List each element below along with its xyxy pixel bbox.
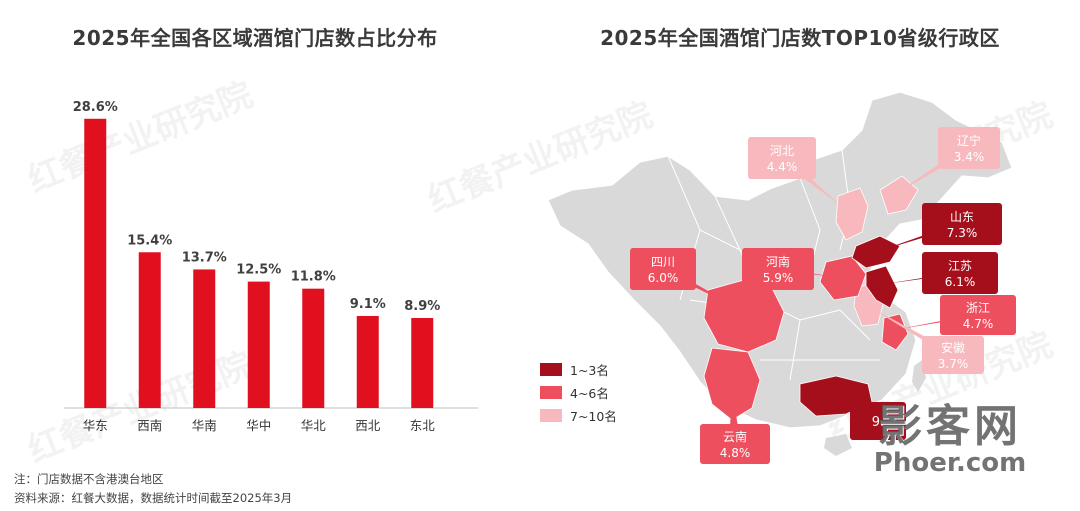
map-callout: 安徽 3.7% bbox=[868, 306, 984, 374]
callout-layer: 河北 4.4% 辽宁 3.4% 山东 7.3% 江苏 6.1% 四川 6.0% 河南 5.9% 浙江 4.… bbox=[630, 127, 1016, 464]
callout-province-name: 江苏 bbox=[948, 259, 972, 273]
x-tick-label: 华北 bbox=[301, 418, 327, 433]
province-zhejiang bbox=[881, 313, 909, 351]
bar bbox=[247, 281, 270, 408]
map-chart-title: 2025年全国酒馆门店数TOP10省级行政区 bbox=[600, 26, 1000, 50]
bar-data-label: 9.1% bbox=[350, 297, 386, 312]
callout-share-value: 6.1% bbox=[945, 275, 976, 289]
map-callout: 河南 5.9% bbox=[742, 248, 842, 290]
bar-data-label: 11.8% bbox=[291, 270, 336, 285]
callout-share-value: 5.9% bbox=[763, 271, 794, 285]
callout-province-name: 河北 bbox=[770, 144, 794, 158]
bar-chart-title: 2025年全国各区域酒馆门店数占比分布 bbox=[72, 26, 438, 50]
callout-box bbox=[922, 203, 1002, 245]
x-tick-label: 西南 bbox=[137, 418, 162, 433]
callout-share-value: 4.4% bbox=[767, 160, 798, 174]
callout-share-value: 4.8% bbox=[720, 446, 751, 460]
callout-province-name: 河南 bbox=[766, 254, 790, 269]
bar-data-label: 12.5% bbox=[236, 263, 281, 278]
x-tick-label: 华东 bbox=[83, 418, 108, 433]
x-tick-label: 东北 bbox=[410, 418, 436, 433]
legend-label: 4~6名 bbox=[570, 386, 609, 401]
callout-province-name: 云南 bbox=[723, 429, 747, 444]
bar-data-label: 13.7% bbox=[182, 250, 227, 265]
callout-box bbox=[922, 336, 984, 374]
site-watermark: 影客网 Phoer.com bbox=[840, 390, 1060, 478]
map-legend: 1~3名 4~6名 7~10名 bbox=[540, 358, 617, 427]
map-callout: 辽宁 3.4% bbox=[892, 127, 1000, 196]
province-jiangsu bbox=[865, 265, 899, 309]
callout-province-name: 山东 bbox=[950, 210, 974, 224]
site-watermark-cn: 影客网 bbox=[878, 401, 1022, 452]
bar bbox=[84, 118, 107, 408]
bar bbox=[411, 317, 434, 408]
province-yunnan bbox=[703, 347, 761, 421]
legend-item: 1~3名 bbox=[540, 358, 617, 381]
province-henan bbox=[819, 255, 867, 301]
bar-data-label: 28.6% bbox=[73, 100, 118, 115]
callout-province-name: 辽宁 bbox=[957, 133, 981, 148]
callout-box bbox=[630, 248, 696, 290]
callout-box bbox=[748, 137, 816, 179]
footnote-note: 注：门店数据不含港澳台地区 bbox=[14, 472, 164, 486]
bar bbox=[356, 315, 379, 408]
province-hebei bbox=[835, 187, 869, 241]
site-watermark-en: Phoer.com bbox=[873, 448, 1027, 478]
x-tick-label: 华南 bbox=[192, 418, 217, 433]
callout-box bbox=[922, 252, 998, 294]
callout-share-value: 6.0% bbox=[648, 271, 679, 285]
bar-data-label: 8.9% bbox=[404, 299, 440, 314]
map-callout: 浙江 4.7% bbox=[894, 295, 1016, 335]
bar-chart: 28.6% 华东 15.4% 西南 13.7% 华南 12.5% 华中 11.8% 华北 9.1% 西… bbox=[64, 100, 478, 433]
footnote-source: 资料来源：红餐大数据，数据统计时间截至2025年3月 bbox=[14, 491, 293, 505]
legend-swatch bbox=[540, 386, 562, 399]
bar bbox=[193, 269, 216, 408]
callout-box bbox=[938, 127, 1000, 169]
map-callout: 四川 6.0% bbox=[630, 248, 742, 310]
callout-box bbox=[700, 424, 770, 464]
callout-share-value: 9. bbox=[872, 415, 884, 430]
callout-province-name: 四川 bbox=[651, 255, 675, 269]
map-callout: 河北 4.4% bbox=[748, 137, 840, 205]
map-callout: 江苏 6.1% bbox=[884, 252, 998, 294]
legend-item: 4~6名 bbox=[540, 381, 617, 404]
legend-swatch bbox=[540, 409, 562, 422]
map-callout: 云南 4.8% bbox=[700, 392, 770, 464]
legend-item: 7~10名 bbox=[540, 404, 617, 427]
bar-data-label: 15.4% bbox=[127, 233, 172, 248]
callout-share-value: 7.3% bbox=[947, 226, 978, 240]
callout-province-name: 安徽 bbox=[941, 340, 965, 355]
x-tick-label: 华中 bbox=[246, 418, 271, 433]
legend-label: 1~3名 bbox=[570, 363, 609, 378]
callout-share-value: 3.7% bbox=[938, 357, 969, 371]
callout-province-name: 浙江 bbox=[966, 301, 990, 315]
callout-box bbox=[742, 248, 814, 290]
callout-share-value: 3.4% bbox=[954, 150, 985, 164]
map-island-hainan bbox=[824, 434, 852, 456]
map-callout: 山东 7.3% bbox=[876, 203, 1002, 252]
map-callout: 9. bbox=[832, 398, 906, 440]
callout-box bbox=[940, 295, 1016, 335]
legend-swatch bbox=[540, 363, 562, 376]
legend-label: 7~10名 bbox=[570, 409, 617, 424]
callout-box bbox=[850, 402, 906, 440]
x-tick-label: 西北 bbox=[355, 418, 381, 433]
bar bbox=[138, 252, 161, 408]
bar bbox=[302, 288, 325, 408]
callout-share-value: 4.7% bbox=[963, 317, 994, 331]
